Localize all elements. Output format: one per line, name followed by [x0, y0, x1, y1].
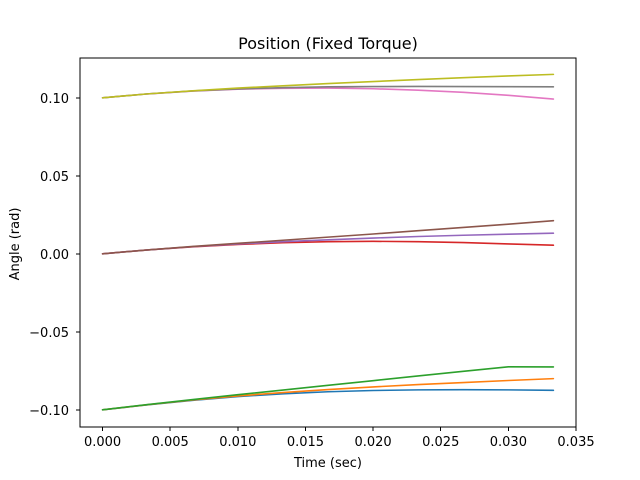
axes-frame — [79, 57, 577, 428]
y-tick-label: 0.05 — [40, 170, 69, 185]
x-axis-label: Time (sec) — [293, 456, 362, 471]
x-tick-label: 0.015 — [287, 435, 324, 450]
series-line-6 — [101, 219, 555, 255]
y-tick-label: 0.10 — [40, 92, 69, 107]
x-tick-label: 0.035 — [557, 435, 594, 450]
x-tick-label: 0.020 — [354, 435, 391, 450]
y-axis-ticks: −0.10 −0.05 0.00 0.05 0.10 — [29, 92, 80, 419]
series-line-9 — [101, 73, 555, 99]
series-line-1 — [101, 388, 555, 411]
series-line-3 — [101, 365, 555, 411]
chart-title: Position (Fixed Torque) — [238, 34, 418, 53]
y-tick-label: −0.10 — [29, 404, 69, 419]
x-tick-label: 0.030 — [490, 435, 527, 450]
y-tick-label: −0.05 — [29, 326, 69, 341]
plot-area — [79, 57, 577, 428]
x-tick-label: 0.025 — [422, 435, 459, 450]
y-axis-label: Angle (rad) — [8, 208, 23, 281]
x-tick-label: 0.010 — [219, 435, 256, 450]
y-tick-label: 0.00 — [40, 248, 69, 263]
x-axis-ticks: 0.000 0.005 0.010 0.015 0.020 0.025 0.030 0.035 — [84, 427, 595, 450]
x-tick-label: 0.000 — [84, 435, 121, 450]
series-line-7 — [101, 87, 555, 100]
series-line-2 — [101, 377, 555, 411]
x-tick-label: 0.005 — [152, 435, 189, 450]
